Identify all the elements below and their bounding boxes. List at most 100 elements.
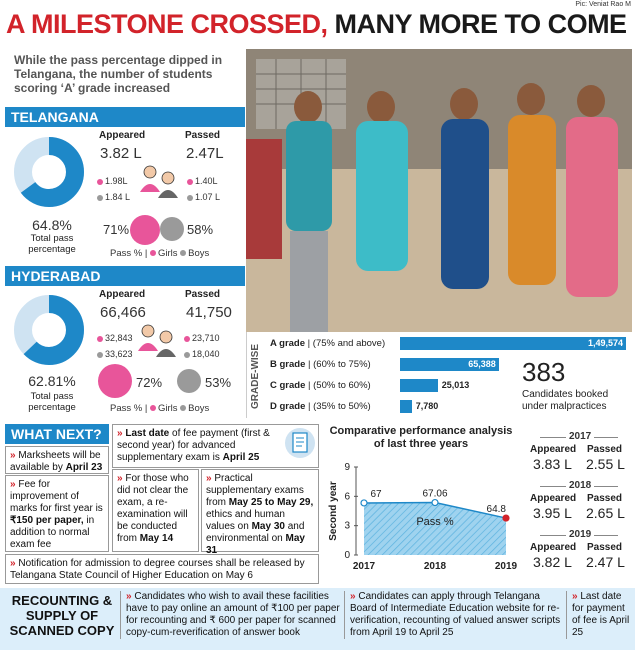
grade-range: | (50% to 60%) [305, 380, 371, 391]
whatnext-item-6: » Notification for admission to degree c… [5, 554, 319, 584]
hyderabad-passed-label: Passed [185, 289, 221, 300]
text: For those who did not clear the exam, a … [117, 473, 189, 544]
telangana-appeared: 3.82 L [100, 145, 142, 162]
hyderabad-appeared: 66,466 [100, 304, 146, 321]
data-point [360, 499, 368, 507]
headline-part1: A MILESTONE CROSSED, [6, 9, 328, 39]
value: 23,710 [192, 333, 220, 343]
telangana-girls-passed: 1.40L [187, 176, 218, 186]
girls-dot [187, 178, 193, 185]
hyderabad-passed: 41,750 [186, 304, 232, 321]
data-point [431, 498, 439, 507]
footer-col1: » Candidates who wish to avail these fac… [120, 591, 340, 639]
headline: A MILESTONE CROSSED, MANY MORE TO COME [6, 9, 627, 40]
text: Marksheets will be available by [10, 450, 101, 473]
gradewise-side-label: GRADE-WISE [250, 344, 261, 410]
bold-text: May 14 [139, 533, 174, 544]
year-appeared: 3.83 L [533, 456, 572, 472]
year-appeared-label: Appeared [530, 542, 577, 553]
telangana-boys-passed: 1.07 L [187, 192, 220, 202]
text: Last date for payment of fee is April 25 [572, 591, 630, 638]
text: of fee payment (first & second year) for… [117, 428, 270, 463]
bold-text: April 23 [65, 462, 103, 473]
girls-dot [149, 250, 156, 257]
bold-text: May 25 to May 29, [228, 497, 314, 508]
bold-text: May 31 [206, 533, 305, 556]
year-passed-label: Passed [587, 542, 623, 553]
grade-range: | (60% to 75%) [305, 359, 371, 370]
headline-part2: MANY MORE TO COME [327, 9, 628, 39]
data-label: 64.8 [487, 504, 507, 515]
telangana-passed-label: Passed [185, 130, 221, 141]
hyderabad-boys-appeared: 33,623 [97, 349, 133, 359]
pass-pct-chart: 0 3 6 9 67 2017 67.06 2018 64.8 2019 Pass % Second … [328, 462, 518, 572]
footer-bg [0, 588, 635, 650]
y-tick-label: 0 [344, 550, 350, 561]
hyderabad-girls-appeared: 32,843 [97, 333, 133, 343]
telangana-girls-pct: 71% [103, 222, 130, 237]
grade-name: C grade [270, 380, 306, 391]
malpractice-label: Candidates booked under malpractices [522, 389, 609, 412]
text: Candidates can apply through Telangana B… [350, 591, 561, 638]
year-passed: 2.65 L [586, 505, 625, 521]
value: 33,623 [105, 349, 133, 359]
grade-value: 25,013 [441, 380, 470, 390]
grade-name: A grade [270, 338, 306, 349]
text: Fee for improvement of marks for first y… [10, 479, 103, 514]
girl-boy-icon [140, 165, 178, 198]
y-tick-label: 3 [344, 521, 350, 532]
bold-text: Last date [125, 428, 170, 439]
telangana-appeared-label: Appeared [99, 130, 146, 141]
legend-boys: Boys [188, 403, 210, 414]
telangana-donut [14, 137, 84, 207]
grade-name: B grade [270, 359, 306, 370]
footer-col3: » Last date for payment of fee is April … [566, 591, 634, 639]
hyderabad-appeared-label: Appeared [99, 289, 146, 300]
boys-dot [187, 194, 193, 201]
legend-pass: Pass % | [110, 403, 148, 414]
y-tick-label: 9 [344, 462, 350, 473]
telangana-boys-appeared: 1.84 L [97, 192, 130, 202]
grade-bar: 1,49,574 [400, 337, 626, 350]
boys-pct-circle [177, 369, 201, 393]
year-heading: 2017 [566, 431, 595, 442]
telangana-banner: TELANGANA [5, 107, 245, 127]
girl-boy-icon [138, 324, 176, 357]
document-icon [285, 428, 315, 458]
boys-dot [97, 351, 103, 358]
grade-bar: 65,388 [400, 358, 499, 371]
bold-text: ₹150 per paper, [10, 515, 84, 526]
girls-pct-circle [98, 364, 132, 398]
legend-pass: Pass % | [110, 248, 148, 259]
boys-dot [180, 405, 187, 412]
hyderabad-boys-pct: 53% [205, 375, 232, 390]
year-appeared-label: Appeared [530, 444, 577, 455]
boys-dot [184, 351, 190, 358]
boys-dot [97, 194, 103, 201]
x-tick-label: 2017 [353, 561, 376, 572]
legend-girls: Girls [157, 248, 178, 259]
whatnext-item-1: » Marksheets will be available by April … [5, 446, 109, 474]
data-label: 67 [370, 489, 382, 500]
value: 1.98L [105, 176, 128, 186]
grade-value: 1,49,574 [587, 338, 623, 348]
whatnext-item-3: » Last date of fee payment (first & seco… [112, 424, 319, 468]
value: 1.07 L [195, 192, 221, 202]
photo-credit: Pic: Veniat Rao M [575, 1, 631, 8]
girls-dot [97, 178, 103, 185]
y-axis-label: Second year [328, 481, 339, 541]
year-appeared-label: Appeared [530, 493, 577, 504]
year-passed: 2.55 L [586, 456, 625, 472]
whatnext-item-5: » Practical supplementary exams from May… [201, 469, 319, 556]
hyderabad-donut [14, 295, 84, 365]
grade-label: A grade | (75% and above) [270, 338, 385, 349]
x-tick-label: 2018 [424, 561, 447, 572]
hyderabad-girls-passed: 23,710 [184, 333, 220, 343]
legend-girls: Girls [157, 403, 178, 414]
footer-title: RECOUNTING & SUPPLY OF SCANNED COPY [9, 593, 115, 638]
girls-dot [97, 335, 103, 342]
year-heading: 2018 [566, 480, 595, 491]
whatnext-banner: WHAT NEXT? [5, 424, 109, 444]
grade-value: 7,780 [415, 401, 439, 411]
data-point [502, 514, 510, 522]
